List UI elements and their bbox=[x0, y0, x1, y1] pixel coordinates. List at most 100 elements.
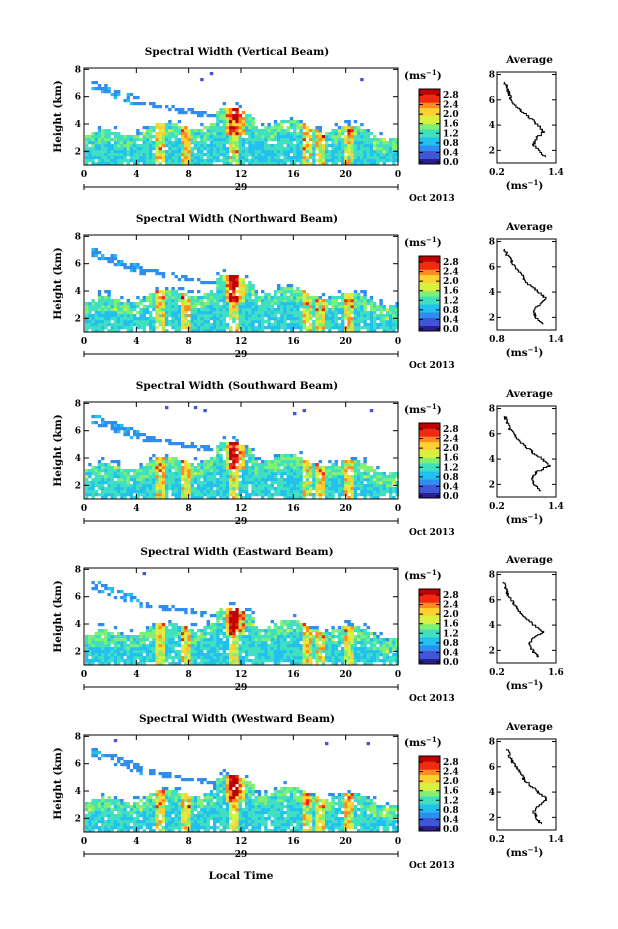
heatmap-cell bbox=[187, 653, 191, 657]
heatmap-cell bbox=[139, 656, 143, 660]
heatmap-cell bbox=[123, 159, 127, 163]
heatmap-cell bbox=[229, 620, 233, 624]
heatmap-cell bbox=[289, 299, 294, 303]
heatmap-cell bbox=[149, 126, 153, 130]
heatmap-cell bbox=[133, 596, 137, 600]
heatmap-cell bbox=[283, 463, 287, 467]
day-label: 29 bbox=[235, 517, 248, 527]
heatmap-cell bbox=[363, 132, 367, 136]
heatmap-cell bbox=[133, 641, 137, 645]
heatmap-cell bbox=[331, 472, 335, 476]
heatmap-cell bbox=[117, 653, 121, 657]
heatmap-cell bbox=[152, 454, 156, 458]
colorbar-swatch bbox=[419, 444, 440, 448]
heatmap-cell bbox=[126, 159, 130, 163]
heatmap-cell bbox=[123, 427, 127, 431]
heatmap-cell bbox=[123, 308, 127, 312]
heatmap-cell bbox=[136, 475, 140, 479]
heatmap-cell bbox=[168, 650, 172, 654]
heatmap-cell bbox=[193, 159, 198, 163]
heatmap-cell bbox=[190, 653, 194, 657]
heatmap-cell bbox=[171, 463, 175, 467]
heatmap-cell bbox=[245, 296, 249, 300]
heatmap-cell bbox=[296, 296, 300, 300]
heatmap-cell bbox=[97, 251, 102, 255]
colorbar-swatch bbox=[419, 153, 440, 157]
heatmap-cell bbox=[328, 159, 332, 163]
heatmap-cell bbox=[222, 475, 226, 479]
colorbar-swatch bbox=[419, 433, 440, 437]
heatmap-cell bbox=[200, 490, 204, 494]
heatmap-cell bbox=[225, 150, 230, 154]
heatmap-cell bbox=[139, 269, 143, 273]
heatmap-cell bbox=[168, 141, 172, 145]
heatmap-cell bbox=[117, 90, 121, 94]
heatmap-cell bbox=[289, 144, 294, 148]
heatmap-cell bbox=[379, 299, 383, 303]
heatmap-cell bbox=[158, 490, 162, 494]
heatmap-cell bbox=[85, 469, 89, 473]
heatmap-cell bbox=[277, 284, 281, 288]
heatmap-cell bbox=[395, 320, 399, 324]
heatmap-cell bbox=[254, 460, 258, 464]
heatmap-cell bbox=[219, 141, 223, 145]
heatmap-cell bbox=[293, 290, 297, 294]
heatmap-cell bbox=[286, 284, 290, 288]
heatmap-cell bbox=[136, 493, 140, 497]
heatmap-cell bbox=[206, 493, 210, 497]
heatmap-cell bbox=[107, 587, 111, 591]
heatmap-cell bbox=[280, 299, 284, 303]
heatmap-cell bbox=[200, 123, 204, 127]
heatmap-cell bbox=[97, 144, 102, 148]
heatmap-cell bbox=[203, 296, 207, 300]
heatmap-cell bbox=[190, 647, 194, 651]
heatmap-cell bbox=[101, 305, 105, 309]
heatmap-cell bbox=[216, 454, 220, 458]
heatmap-cell bbox=[152, 156, 156, 160]
heatmap-cell bbox=[133, 153, 137, 157]
heatmap-cell bbox=[107, 662, 111, 666]
heatmap-cell bbox=[110, 308, 114, 312]
heatmap-cell bbox=[142, 144, 146, 148]
heatmap-cell bbox=[238, 132, 242, 136]
heatmap-cell bbox=[341, 320, 345, 324]
heatmap-cell bbox=[235, 608, 239, 612]
heatmap-cell bbox=[235, 460, 239, 464]
heatmap-cell bbox=[289, 150, 294, 154]
heatmap-cell bbox=[88, 647, 92, 651]
heatmap-cell bbox=[305, 475, 310, 479]
heatmap-cell bbox=[267, 635, 271, 639]
heatmap-cell bbox=[315, 329, 319, 333]
heatmap-cell bbox=[165, 305, 169, 309]
heatmap-cell bbox=[161, 326, 166, 330]
heatmap-cell bbox=[241, 650, 246, 654]
heatmap-cell bbox=[379, 138, 383, 142]
heatmap-cell bbox=[200, 629, 204, 633]
heatmap-cell bbox=[296, 287, 300, 291]
heatmap-cell bbox=[232, 647, 236, 651]
heatmap-cell bbox=[369, 311, 374, 315]
heatmap-cell bbox=[225, 647, 230, 651]
heatmap-cell bbox=[334, 463, 338, 467]
heatmap-cell bbox=[241, 632, 246, 636]
heatmap-cell bbox=[168, 620, 172, 624]
heatmap-cell bbox=[296, 475, 300, 479]
heatmap-cell bbox=[181, 496, 185, 500]
heatmap-cell bbox=[315, 302, 319, 306]
heatmap-cell bbox=[145, 147, 150, 151]
heatmap-cell bbox=[229, 469, 233, 473]
heatmap-cell bbox=[251, 632, 255, 636]
heatmap-cell bbox=[241, 302, 246, 306]
heatmap-cell bbox=[142, 638, 146, 642]
heatmap-cell bbox=[101, 147, 105, 151]
heatmap-cell bbox=[187, 278, 191, 282]
heatmap-cell bbox=[229, 484, 233, 488]
heatmap-cell bbox=[107, 487, 111, 491]
heatmap-cell bbox=[248, 454, 252, 458]
heatmap-cell bbox=[376, 162, 380, 166]
heatmap-cell bbox=[126, 469, 130, 473]
heatmap-cell bbox=[209, 469, 214, 473]
heatmap-cell bbox=[181, 311, 185, 315]
heatmap-cell bbox=[267, 490, 271, 494]
average-title: Average bbox=[505, 388, 553, 400]
